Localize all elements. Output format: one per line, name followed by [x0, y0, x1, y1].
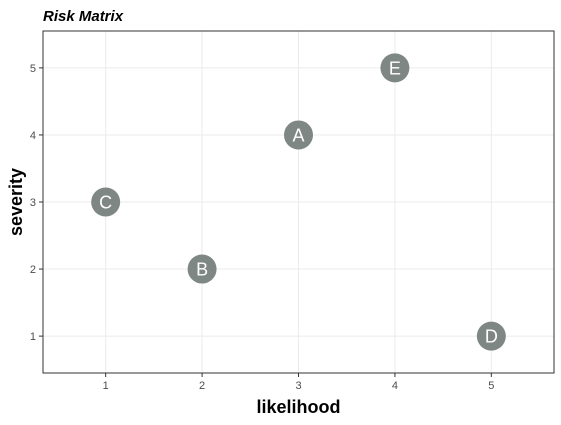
data-point-a: A [284, 120, 313, 150]
y-tick-label: 2 [30, 264, 36, 276]
x-tick-label: 2 [199, 380, 205, 392]
point-label: B [196, 260, 208, 280]
data-point-c: C [91, 187, 121, 217]
point-label: D [485, 327, 498, 347]
data-point-e: E [380, 53, 410, 83]
x-tick-label: 5 [488, 380, 494, 392]
y-tick-label: 5 [30, 63, 36, 75]
point-label: A [292, 125, 304, 145]
chart-title: Risk Matrix [43, 8, 124, 25]
data-point-b: B [187, 254, 217, 284]
x-tick-label: 3 [295, 380, 301, 392]
point-marker [91, 187, 121, 217]
point-marker [476, 321, 506, 351]
points-layer: A B C D E [91, 53, 506, 351]
point-label: C [99, 193, 112, 213]
y-axis-title: severity [6, 168, 26, 236]
y-tick-label: 4 [30, 130, 36, 142]
y-tick-label: 1 [30, 331, 36, 343]
point-label: E [389, 58, 401, 78]
point-marker [380, 53, 410, 83]
point-marker [187, 254, 217, 284]
y-tick-label: 3 [30, 197, 36, 209]
ticks-layer: 1 2 3 4 5 1 2 3 4 5 [30, 63, 495, 392]
point-marker [284, 120, 313, 150]
x-tick-label: 1 [103, 380, 109, 392]
x-axis-title: likelihood [256, 397, 340, 417]
data-point-d: D [476, 321, 506, 351]
x-tick-label: 4 [392, 380, 398, 392]
